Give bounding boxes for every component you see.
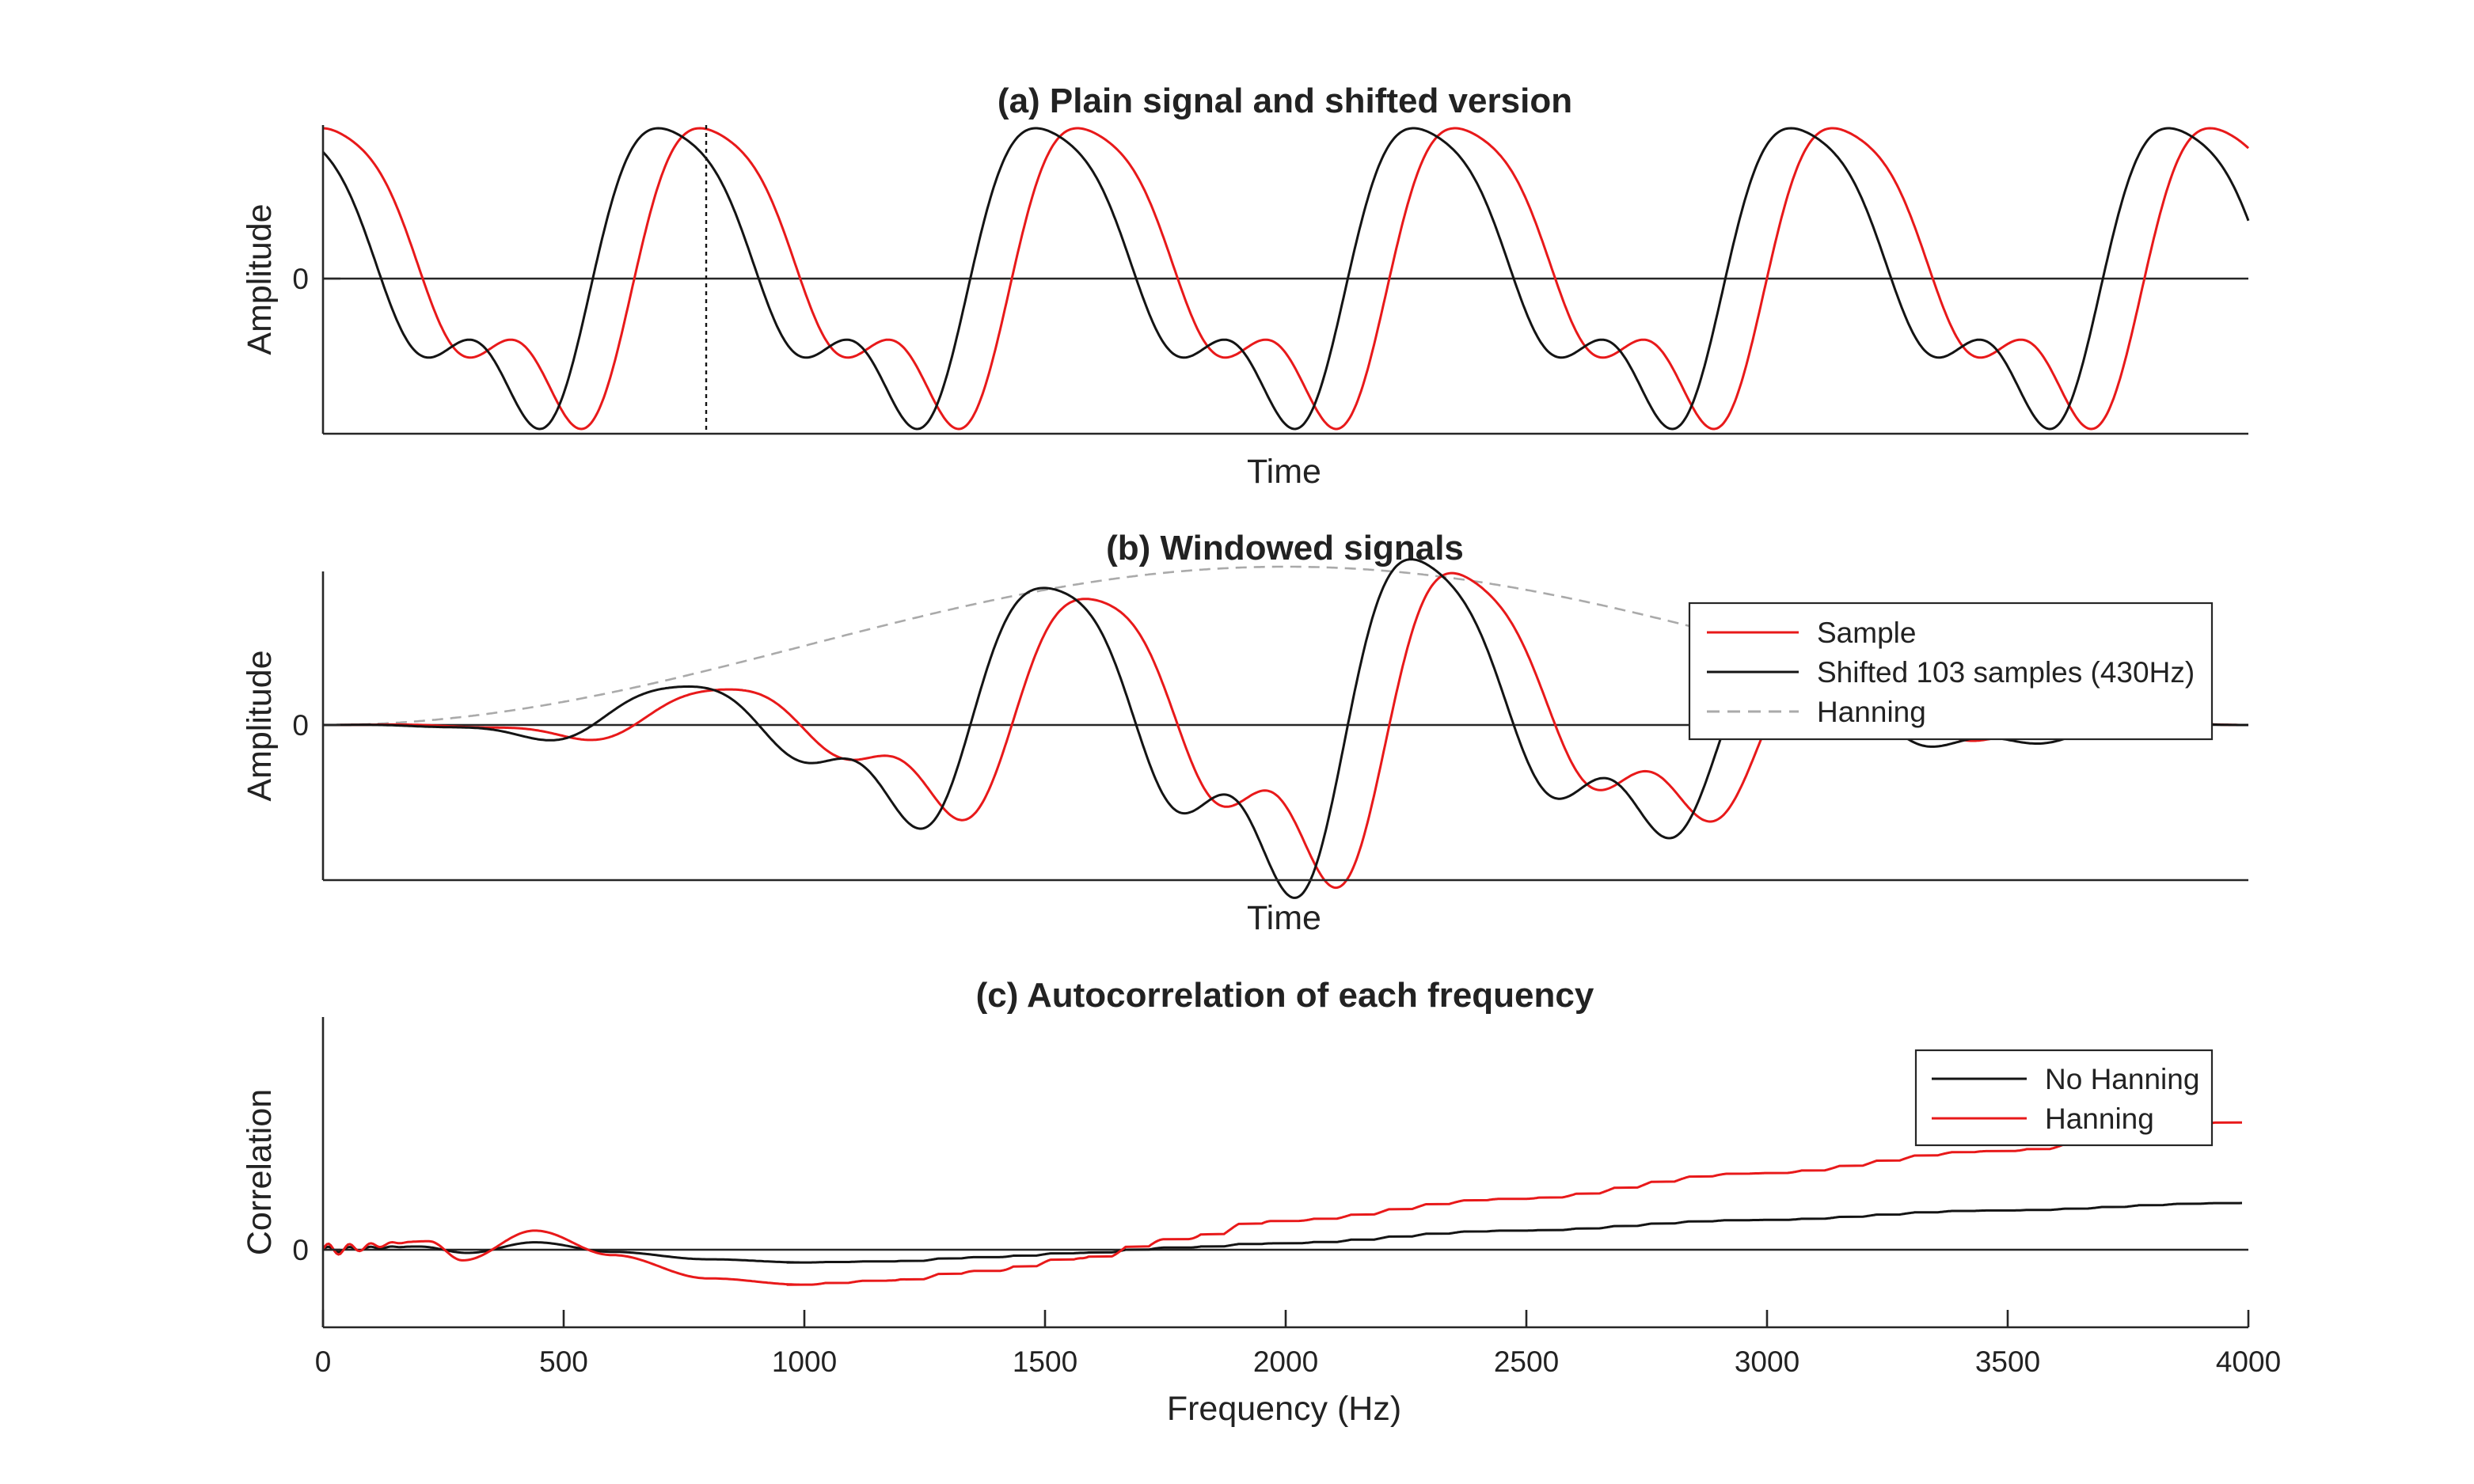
panel-a-y-axis-label: Amplitude [241, 203, 279, 355]
legend-no-hanning-label: No Hanning [2045, 1063, 2199, 1095]
panel-a: (a) Plain signal and shifted version 0 A… [241, 82, 2250, 491]
panel-a-sample-line [322, 127, 2250, 431]
panel-c-x-tick-label: 0 [315, 1345, 332, 1378]
panel-c-x-axis-label: Frequency (Hz) [1167, 1390, 1401, 1428]
panel-a-y-tick-label: 0 [292, 263, 309, 295]
panel-b-legend: Sample Shifted 103 samples (430Hz) Hanni… [1688, 602, 2214, 741]
panel-a-shifted-line [321, 127, 2250, 431]
panel-b-x-axis-label: Time [1247, 899, 1321, 937]
panel-b-title: (b) Windowed signals [1106, 529, 1464, 567]
panel-c-x-ticks: 0 500 1000 1500 2000 2500 3000 3500 4000 [315, 1310, 2281, 1378]
panel-a-x-axis-label: Time [1247, 453, 1321, 491]
panel-b-shifted-line [323, 558, 2248, 899]
panel-c-legend-box [1914, 1049, 2214, 1147]
panel-c-x-tick-label: 4000 [2216, 1345, 2281, 1378]
panel-c-x-tick-label: 1000 [772, 1345, 837, 1378]
panel-c-plot-area [321, 1121, 2248, 1286]
panel-c-title: (c) Autocorrelation of each frequency [976, 976, 1594, 1015]
panel-c-hanning-line [321, 1121, 2242, 1286]
panel-c-y-axis-label: Correlation [241, 1089, 279, 1255]
panel-c-y-tick-label: 0 [292, 1234, 309, 1266]
panel-c-legend: No Hanning Hanning [1914, 1049, 2214, 1147]
panel-c-x-tick-label: 500 [539, 1345, 588, 1378]
legend-shifted-label: Shifted 103 samples (430Hz) [1817, 656, 2195, 689]
panel-a-plot-area [321, 125, 2250, 434]
panel-c-x-tick-label: 1500 [1013, 1345, 1077, 1378]
legend-hanning-c-label: Hanning [2045, 1103, 2154, 1135]
panel-c-x-tick-label: 3000 [1735, 1345, 1799, 1378]
panel-b-y-axis-label: Amplitude [241, 650, 279, 801]
panel-c-no-hanning-line [322, 1201, 2242, 1264]
legend-hanning-label: Hanning [1817, 696, 1926, 728]
panel-b: (b) Windowed signals 0 Amplitude Time Sa… [241, 529, 2248, 937]
panel-c-x-tick-label: 2000 [1253, 1345, 1318, 1378]
panel-a-title: (a) Plain signal and shifted version [998, 82, 1572, 120]
panel-c: (c) Autocorrelation of each frequency 0 … [241, 976, 2281, 1428]
panel-c-x-tick-label: 2500 [1494, 1345, 1559, 1378]
panel-c-x-tick-label: 3500 [1975, 1345, 2040, 1378]
panel-b-y-tick-label: 0 [292, 709, 309, 742]
legend-sample-label: Sample [1817, 617, 1916, 649]
